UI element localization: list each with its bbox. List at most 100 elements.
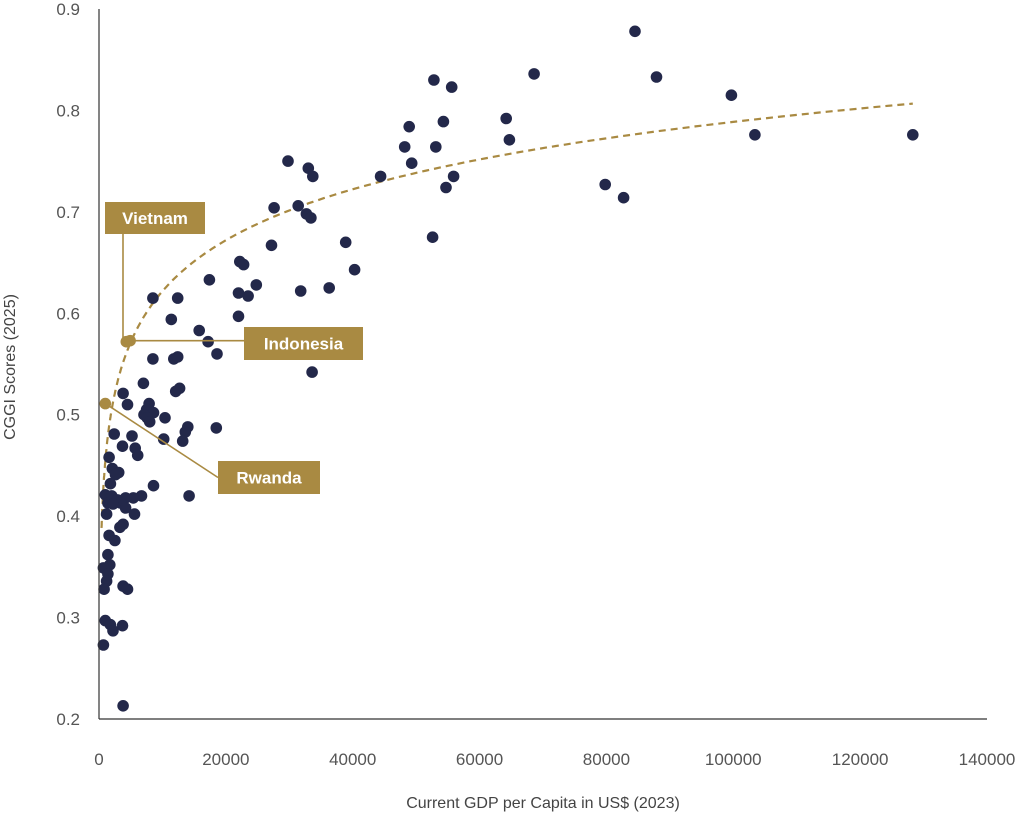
data-point [107, 625, 119, 637]
callout-box [218, 461, 320, 494]
trendline-layer [100, 102, 913, 528]
data-point [211, 348, 223, 360]
data-point [97, 639, 110, 651]
data-point [306, 366, 318, 378]
data-point [629, 25, 641, 38]
data-point [103, 451, 115, 464]
data-point [650, 71, 663, 83]
data-point [405, 157, 418, 169]
data-point [307, 170, 319, 183]
y-tick-label: 0.7 [56, 203, 80, 222]
data-point [109, 534, 121, 547]
data-point [126, 430, 138, 442]
data-point [725, 89, 738, 101]
data-point [114, 521, 126, 534]
data-point [102, 548, 114, 561]
callout-line [122, 234, 126, 341]
data-point [374, 170, 387, 183]
data-point [447, 170, 460, 183]
data-point [128, 508, 141, 520]
x-tick-label: 140000 [959, 750, 1016, 769]
y-tick-label: 0.3 [56, 609, 80, 628]
data-point [171, 292, 184, 304]
data-point [232, 310, 245, 323]
data-point [193, 324, 205, 337]
data-point [119, 502, 132, 514]
data-point [143, 416, 156, 428]
data-point [237, 258, 250, 271]
y-tick-label: 0.2 [56, 710, 80, 729]
data-point [503, 134, 516, 146]
callout-line [104, 402, 219, 479]
callout-label: Vietnam [122, 209, 188, 228]
data-point [169, 385, 182, 398]
data-point [147, 479, 160, 492]
y-tick-label: 0.9 [56, 0, 80, 19]
data-point [232, 287, 245, 299]
x-tick-label: 80000 [583, 750, 630, 769]
trendline [100, 102, 913, 528]
x-tick-label: 40000 [329, 750, 376, 769]
data-point [147, 353, 159, 365]
highlight-point [99, 397, 112, 410]
data-point [445, 81, 458, 93]
data-point [131, 449, 144, 462]
x-tick-label: 100000 [705, 750, 762, 769]
data-point [98, 583, 110, 595]
data-point [440, 181, 452, 194]
data-point [147, 292, 159, 304]
data-point [117, 700, 129, 712]
axes: 0.2 0.3 0.4 0.5 0.6 0.7 0.8 0.9 0 20000 40000 60000… [56, 0, 1015, 769]
callouts: Vietnam Indonesia Rwanda [99, 202, 363, 494]
data-point [117, 387, 129, 400]
data-point [749, 129, 761, 141]
data-point [437, 115, 450, 128]
x-tick-label: 120000 [832, 750, 889, 769]
data-point [426, 231, 439, 243]
data-point [500, 112, 512, 125]
callout-box [244, 327, 363, 360]
data-point [116, 440, 129, 453]
data-point [176, 435, 189, 447]
data-point [348, 263, 361, 276]
data-point [121, 398, 134, 411]
data-point [250, 279, 263, 291]
data-point [907, 129, 919, 141]
data-point [165, 313, 178, 326]
data-point [403, 120, 416, 133]
x-tick-label: 60000 [456, 750, 503, 769]
y-axis-title: CGGI Scores (2025) [2, 294, 19, 440]
data-point [203, 274, 216, 286]
data-point [121, 583, 134, 595]
data-point [339, 236, 352, 249]
data-point [109, 468, 122, 481]
x-tick-label: 20000 [202, 750, 249, 769]
data-point [242, 290, 254, 302]
data-point [282, 155, 294, 167]
y-tick-label: 0.6 [56, 304, 80, 323]
data-point [617, 191, 630, 204]
callout-label: Indonesia [264, 335, 344, 354]
data-point [108, 428, 120, 440]
data-point [159, 412, 171, 424]
data-point [323, 282, 336, 294]
data-point [599, 178, 611, 191]
data-point [428, 74, 440, 86]
data-point [104, 477, 117, 490]
x-tick-label: 0 [94, 750, 103, 769]
data-point [398, 141, 411, 153]
x-axis-title: Current GDP per Capita in US$ (2023) [406, 795, 680, 812]
data-point [116, 619, 129, 632]
data-point [100, 508, 113, 520]
data-point [157, 433, 170, 445]
data-point [210, 422, 223, 434]
callout-box [105, 202, 205, 234]
data-point [430, 141, 442, 153]
y-tick-label: 0.4 [56, 507, 80, 526]
data-point [183, 490, 195, 502]
data-point [137, 377, 150, 390]
data-point [202, 335, 214, 348]
highlight-point [124, 334, 136, 347]
data-point [294, 285, 307, 297]
